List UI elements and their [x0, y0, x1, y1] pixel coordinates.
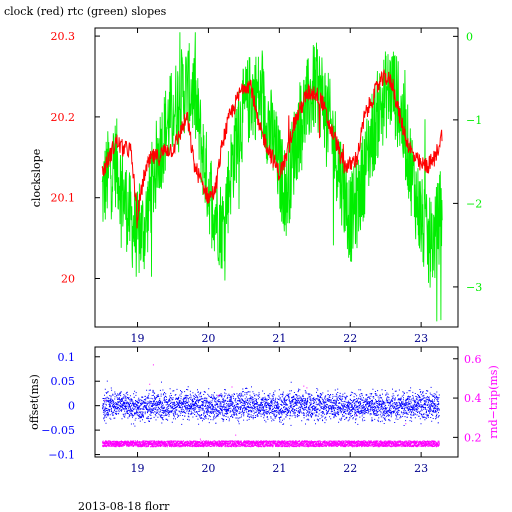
slopes-plot-frame	[94, 27, 459, 328]
offset-x-tick-label: 22	[343, 462, 357, 475]
offset-x-tick-label: 20	[201, 462, 215, 475]
clock-series-line	[101, 69, 443, 229]
offset-y-tick-label: −0.1	[48, 449, 75, 462]
slopes-panel: clockslope 19 20 21 22 23 20 20.1 20.2 20.3 0 −1 −2…	[30, 27, 482, 345]
chart-title: clock (red) rtc (green) slopes	[4, 5, 167, 18]
slopes-x-tick-label: 19	[131, 332, 145, 345]
clockslope-y-tick-label: 20.1	[51, 192, 76, 205]
offset-y-tick-label: 0	[68, 400, 75, 413]
rtc-y-tick-label: −1	[466, 114, 482, 127]
offset-x-tick-label: 19	[131, 462, 145, 475]
offset-panel: offset(ms) rnd−trip(ms) 19 20 21 22 23 0.1 0.0…	[28, 346, 500, 475]
slopes-x-tick-label: 23	[414, 332, 428, 345]
rtc-y-tick-label: −3	[466, 281, 482, 294]
offset-y-tick-label: 0.1	[58, 351, 76, 364]
rndtrip-y-tick-label: 0.2	[464, 431, 482, 444]
slopes-x-tick-label: 22	[343, 332, 357, 345]
rtc-series-line	[101, 32, 443, 322]
offset-data-layer	[102, 364, 440, 448]
offset-y-tick-label: −0.05	[41, 424, 75, 437]
footer-label: 2013-08-18 florr	[78, 500, 170, 512]
offset-y-tick-label: 0.05	[51, 375, 76, 388]
rndtrip-axis-label: rnd−trip(ms)	[487, 365, 500, 439]
offset-scatter-points	[102, 380, 440, 427]
offset-x-tick-label: 23	[414, 462, 428, 475]
offset-x-tick-label: 21	[272, 462, 286, 475]
rndtrip-y-tick-label: 0.4	[464, 392, 482, 405]
slopes-x-tick-label: 21	[272, 332, 286, 345]
slopes-x-tick-label: 20	[201, 332, 215, 345]
clockslope-y-tick-label: 20	[61, 273, 75, 286]
slopes-data-layer	[101, 32, 443, 322]
offset-axes: 19 20 21 22 23 0.1 0.05 0 −0.05 −0.1 0.2 0.4 0.6	[41, 347, 482, 475]
clockslope-axis-label: clockslope	[30, 149, 43, 207]
offset-plot-frame	[94, 346, 459, 458]
rtc-y-tick-label: 0	[466, 30, 473, 43]
clockslope-y-tick-label: 20.2	[51, 111, 76, 124]
rtc-y-tick-label: −2	[466, 197, 482, 210]
offset-axis-label: offset(ms)	[28, 374, 41, 430]
clockslope-y-tick-label: 20.3	[51, 30, 76, 43]
rndtrip-y-tick-label: 0.6	[464, 353, 482, 366]
slopes-axes: 19 20 21 22 23 20 20.1 20.2 20.3 0 −1 −2 −3	[51, 28, 482, 345]
